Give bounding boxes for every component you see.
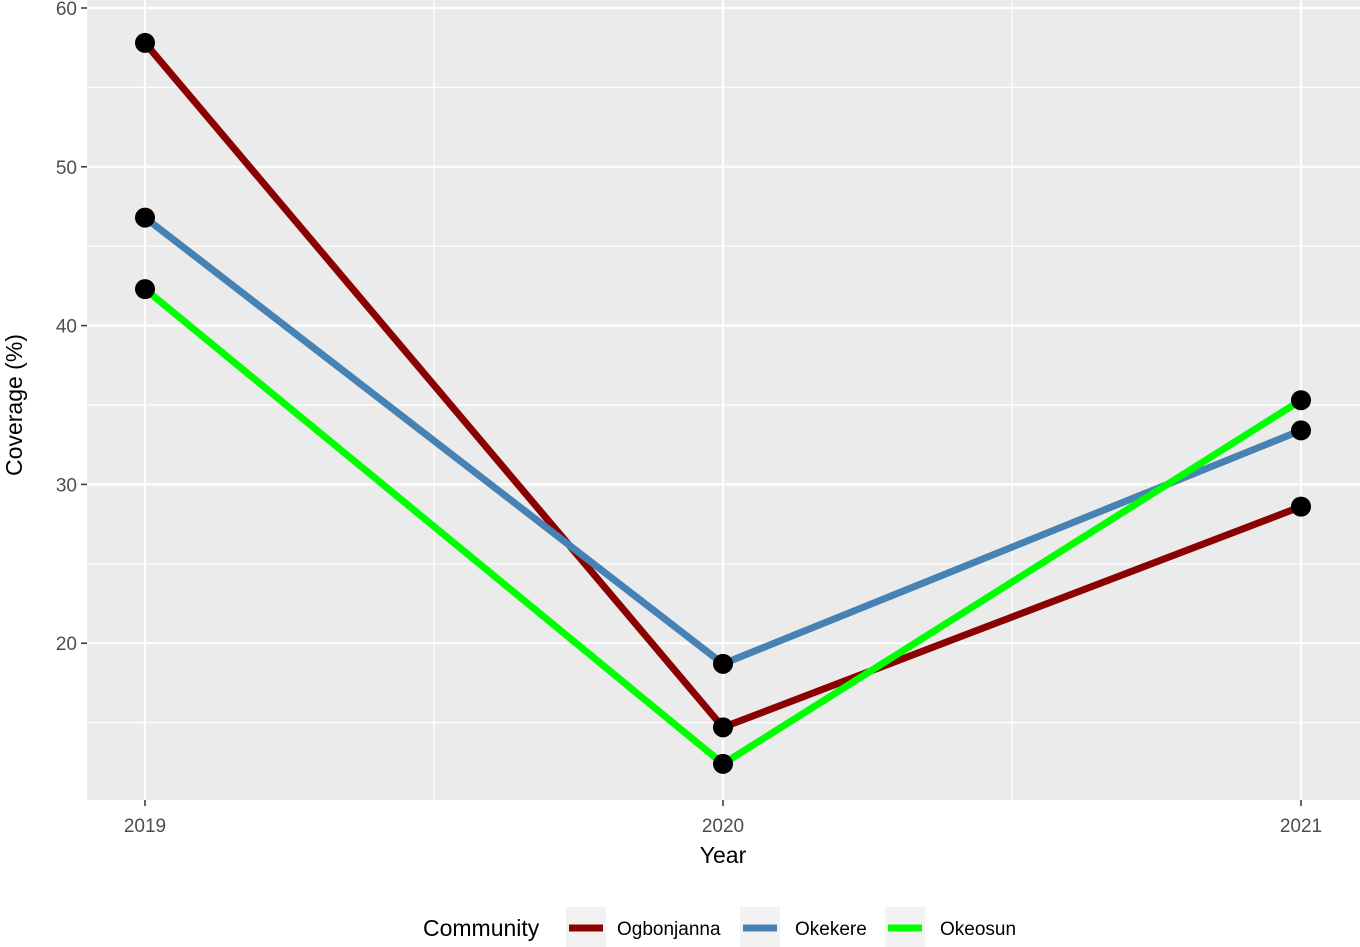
data-point-okekere (1291, 420, 1311, 441)
data-points (135, 32, 1311, 774)
x-tick-label: 2020 (702, 816, 744, 837)
legend: Community Ogbonjanna Okekere Okeosun (423, 907, 1016, 947)
data-point-ogbonjanna (713, 717, 733, 738)
y-tick-label: 30 (56, 475, 77, 496)
data-point-okeosun (713, 753, 733, 774)
legend-label-okekere: Okekere (795, 919, 867, 940)
y-tick-label: 40 (56, 317, 77, 338)
y-axis-title: Coverage (%) (1, 334, 27, 476)
y-tick-label: 50 (56, 158, 77, 179)
data-point-ogbonjanna (135, 32, 155, 53)
legend-title: Community (423, 915, 540, 941)
data-point-okekere (713, 653, 733, 674)
x-tick-label: 2019 (124, 816, 166, 837)
legend-label-ogbonjanna: Ogbonjanna (617, 919, 721, 940)
data-point-okekere (135, 207, 155, 228)
data-point-okeosun (135, 279, 155, 300)
y-tick-label: 60 (56, 0, 77, 20)
legend-label-okeosun: Okeosun (940, 919, 1016, 940)
x-tick-label: 2021 (1280, 816, 1322, 837)
data-point-okeosun (1291, 390, 1311, 411)
y-tick-label: 20 (56, 634, 77, 655)
y-axis: 20 30 40 50 60 (56, 0, 87, 655)
x-axis-title: Year (700, 842, 747, 868)
data-point-ogbonjanna (1291, 496, 1311, 517)
x-axis: 2019 2020 2021 (124, 800, 1322, 837)
